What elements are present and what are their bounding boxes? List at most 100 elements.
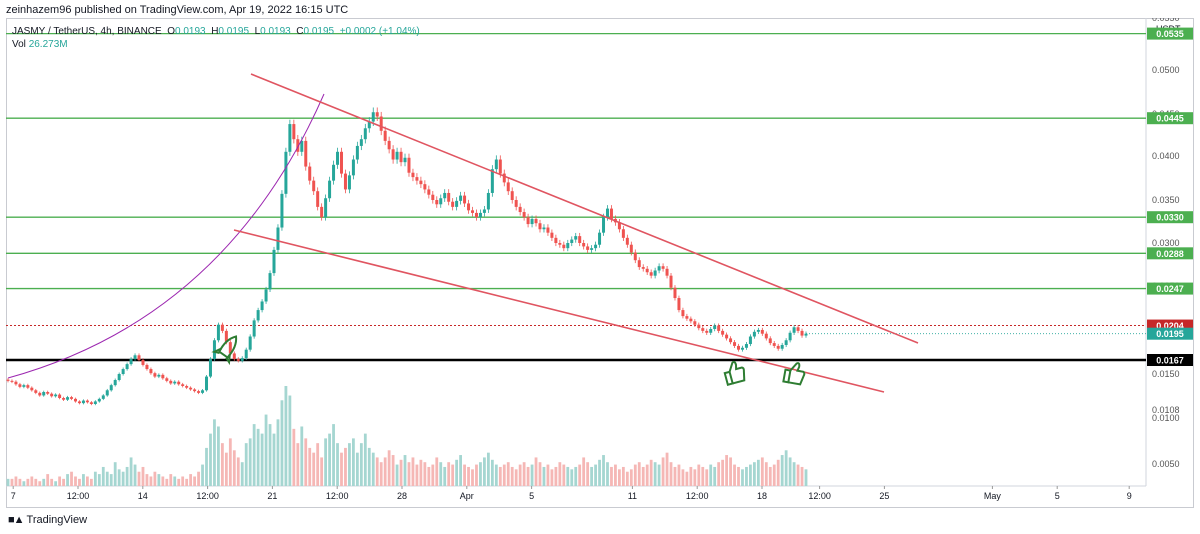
candle-body — [70, 397, 74, 399]
candle-body — [391, 149, 395, 160]
candle-body — [34, 390, 38, 393]
time-tick-label: 9 — [1127, 491, 1132, 501]
candle-body — [117, 374, 121, 380]
candle-body — [320, 206, 324, 218]
close-label: C — [296, 26, 304, 37]
candle-body — [637, 260, 641, 268]
candle-body — [399, 151, 403, 163]
volume-bar — [562, 464, 566, 486]
candle-body — [768, 338, 772, 344]
candle-body — [89, 402, 93, 404]
candle-body — [586, 246, 590, 250]
volume-bars — [6, 386, 808, 486]
candle-body — [264, 289, 268, 302]
volume-bar — [296, 443, 300, 486]
candle-body — [288, 124, 292, 152]
volume-bar — [522, 462, 526, 486]
price-chart[interactable]: 0.05500.05000.04500.04000.03500.03000.02… — [6, 18, 1194, 508]
volume-bar — [137, 471, 141, 486]
volume-value: 26.273M — [28, 39, 68, 50]
volume-bar — [30, 476, 34, 486]
candle-body — [514, 200, 518, 207]
volume-bar — [494, 464, 498, 486]
volume-bar — [169, 474, 173, 486]
candle-body — [431, 194, 435, 200]
level-price-label: 0.0330 — [1156, 213, 1184, 223]
volume-bar — [411, 457, 415, 486]
candle-body — [121, 369, 125, 374]
volume-bar — [256, 428, 260, 486]
volume-bar — [490, 459, 494, 486]
time-tick-label: 18 — [757, 491, 767, 501]
volume-bar — [149, 476, 153, 486]
candle-body — [804, 333, 808, 336]
volume-bar — [316, 443, 320, 486]
volume-bar — [197, 471, 200, 486]
candle-body — [42, 392, 46, 396]
volume-bar — [534, 457, 538, 486]
volume-bar — [618, 469, 621, 486]
thumbs-up-icon — [723, 360, 746, 386]
candle-body — [625, 237, 629, 245]
candle-body — [427, 189, 431, 195]
time-tick-label: 11 — [628, 491, 637, 501]
volume-bar — [58, 476, 62, 486]
volume-bar — [133, 464, 137, 486]
volume-bar — [784, 450, 788, 486]
volume-bar — [760, 457, 764, 486]
volume-bar — [6, 478, 10, 486]
candle-body — [772, 343, 776, 346]
candle-body — [792, 327, 796, 333]
volume-bar — [264, 414, 268, 486]
volume-bar — [363, 433, 367, 486]
volume-bar — [530, 464, 534, 486]
volume-bar — [415, 464, 419, 486]
price-tick-label: 0.0150 — [1152, 369, 1180, 379]
candle-body — [268, 273, 272, 290]
candle-body — [562, 244, 566, 249]
volume-bar — [737, 466, 740, 486]
volume-bar — [689, 466, 693, 486]
volume-bar — [566, 466, 570, 486]
candle-body — [228, 342, 232, 354]
footer-brand: ■▲ TradingView — [8, 514, 87, 526]
candle-body — [645, 268, 649, 273]
candle-body — [629, 244, 633, 253]
candle-body — [375, 112, 379, 117]
volume-bar — [125, 466, 129, 486]
volume-bar — [792, 462, 796, 486]
candle-body — [471, 210, 475, 213]
candle-body — [324, 198, 328, 218]
candle-body — [336, 151, 340, 165]
candle-body — [697, 324, 701, 329]
volume-bar — [217, 426, 220, 486]
candle-body — [129, 359, 133, 365]
candle-body — [351, 159, 355, 176]
volume-bar — [625, 471, 629, 486]
volume-bar — [574, 466, 578, 486]
horizontal-levels: 0.0535 0.0445 0.0330 0.0288 0.0247 0.0167 0.02… — [6, 27, 1193, 366]
volume-bar — [244, 443, 248, 486]
candle-body — [570, 239, 574, 243]
volume-bar — [590, 466, 594, 486]
volume-bar — [97, 474, 101, 486]
candle-body — [161, 374, 165, 379]
candle-body — [85, 400, 89, 403]
parabolic-curve — [7, 93, 325, 379]
candle-body — [77, 401, 81, 404]
volume-bar — [355, 452, 359, 486]
published-info: zeinhazem96 published on TradingView.com… — [6, 4, 349, 16]
descending-resistance-trendline — [250, 73, 919, 344]
price-tick-label: 0.0350 — [1152, 195, 1180, 205]
candle-body — [486, 192, 490, 210]
volume-bar — [332, 424, 335, 486]
candle-body — [737, 345, 741, 350]
candle-body — [685, 316, 689, 319]
level-price-label: 0.0288 — [1156, 249, 1184, 259]
volume-bar — [443, 466, 447, 486]
candle-body — [308, 166, 312, 181]
candle-body — [657, 266, 661, 271]
candle-body — [173, 381, 177, 384]
candle-body — [181, 384, 185, 386]
ohlc-row: JASMY / TetherUS, 4h, BINANCE O0.0193 H0… — [12, 26, 420, 39]
